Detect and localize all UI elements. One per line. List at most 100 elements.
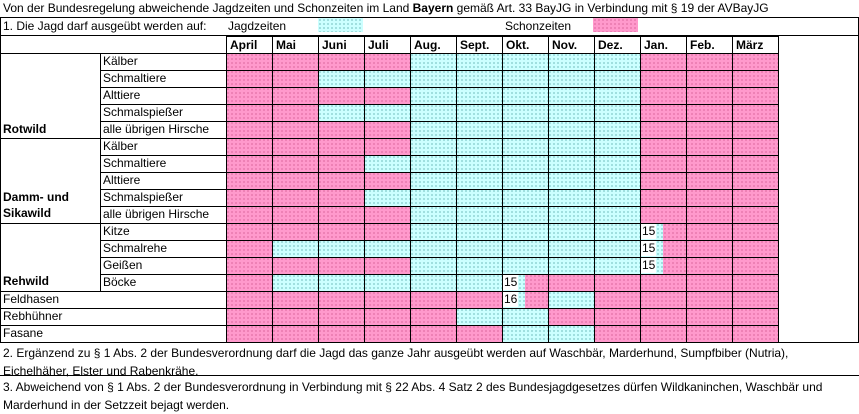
cell-closed (732, 138, 778, 155)
rule (0, 53, 778, 54)
note-3: 3. Abweichend von § 1 Abs. 2 der Bundesv… (3, 380, 823, 412)
title-state: Bayern (412, 1, 454, 15)
rule (100, 155, 778, 156)
group-rehwild: Rehwild (3, 274, 50, 288)
cell-closed (410, 308, 456, 325)
cell-hunting (410, 121, 456, 138)
cell-closed (226, 206, 272, 223)
cell-hunting (594, 240, 640, 257)
cell-closed (732, 257, 778, 274)
cell-closed (640, 189, 686, 206)
rule (0, 375, 859, 376)
cell-closed (686, 291, 732, 308)
cell-closed (318, 223, 364, 240)
cell-closed (640, 274, 686, 291)
rule (100, 121, 778, 122)
month-header: Juli (368, 38, 389, 52)
species-label: Fasane (3, 326, 44, 340)
cell-closed (663, 223, 686, 240)
cell-hunting (502, 257, 548, 274)
cell-hunting (548, 87, 594, 104)
cell-closed (410, 325, 456, 342)
cell-closed (272, 155, 318, 172)
cell-closed (226, 274, 272, 291)
cell-hunting (410, 138, 456, 155)
cell-hunting (456, 274, 502, 291)
cell-closed (686, 70, 732, 87)
cell-hunting (456, 104, 502, 121)
rule (0, 342, 859, 343)
cell-hunting (364, 189, 410, 206)
cell-closed (686, 138, 732, 155)
split-day-label: 16 (503, 291, 519, 307)
rule (226, 36, 227, 343)
cell-closed (272, 325, 318, 342)
cell-closed (226, 223, 272, 240)
species-label: Schmaltiere (103, 156, 167, 170)
month-header: März (736, 38, 764, 52)
cell-hunting (502, 138, 548, 155)
cell-closed (686, 274, 732, 291)
cell-hunting (548, 325, 594, 342)
group-rotwild: Rotwild (3, 122, 47, 136)
cell-closed (732, 189, 778, 206)
cell-closed (663, 240, 686, 257)
cell-closed (318, 257, 364, 274)
cell-closed (272, 223, 318, 240)
cell-closed (226, 240, 272, 257)
cell-closed (226, 325, 272, 342)
cell-hunting (410, 206, 456, 223)
cell-closed (364, 257, 410, 274)
species-label: Feldhasen (3, 292, 60, 306)
cell-hunting (502, 206, 548, 223)
cell-closed (364, 325, 410, 342)
cell-closed (318, 53, 364, 70)
cell-closed (364, 291, 410, 308)
cell-hunting (456, 189, 502, 206)
cell-closed (732, 172, 778, 189)
cell-hunting (364, 274, 410, 291)
cell-closed (686, 189, 732, 206)
cell-closed (548, 274, 594, 291)
cell-hunting (456, 138, 502, 155)
cell-closed (272, 172, 318, 189)
cell-closed (732, 274, 778, 291)
cell-closed (272, 138, 318, 155)
cell-closed (364, 87, 410, 104)
cell-hunting (410, 223, 456, 240)
cell-closed (686, 121, 732, 138)
species-label: Kitze (103, 224, 130, 238)
cell-hunting (594, 257, 640, 274)
cell-closed (640, 172, 686, 189)
month-header: Juni (322, 38, 347, 52)
cell-closed (732, 308, 778, 325)
rule (0, 35, 858, 36)
rule (732, 36, 733, 343)
species-label: Schmalspießer (103, 105, 184, 119)
cell-closed (272, 70, 318, 87)
cell-closed (318, 325, 364, 342)
cell-hunting (548, 189, 594, 206)
rule (640, 36, 641, 343)
cell-hunting (594, 138, 640, 155)
cell-hunting (410, 53, 456, 70)
cell-closed (226, 189, 272, 206)
rule (778, 36, 779, 343)
rule (686, 36, 687, 343)
cell-hunting (548, 206, 594, 223)
cell-closed (318, 291, 364, 308)
cell-hunting (410, 70, 456, 87)
cell-hunting (318, 274, 364, 291)
cell-hunting (456, 70, 502, 87)
split-day-label: 15 (641, 257, 657, 273)
cell-closed (364, 223, 410, 240)
species-label: alle übrigen Hirsche (103, 207, 210, 221)
rule (0, 17, 1, 342)
cell-closed (318, 121, 364, 138)
cell-hunting (594, 189, 640, 206)
species-label: Kälber (103, 139, 138, 153)
species-label: Alttiere (103, 173, 141, 187)
cell-closed (272, 121, 318, 138)
cell-hunting (548, 155, 594, 172)
section-1-heading: 1. Die Jagd darf ausgeübt werden auf: (3, 19, 207, 33)
